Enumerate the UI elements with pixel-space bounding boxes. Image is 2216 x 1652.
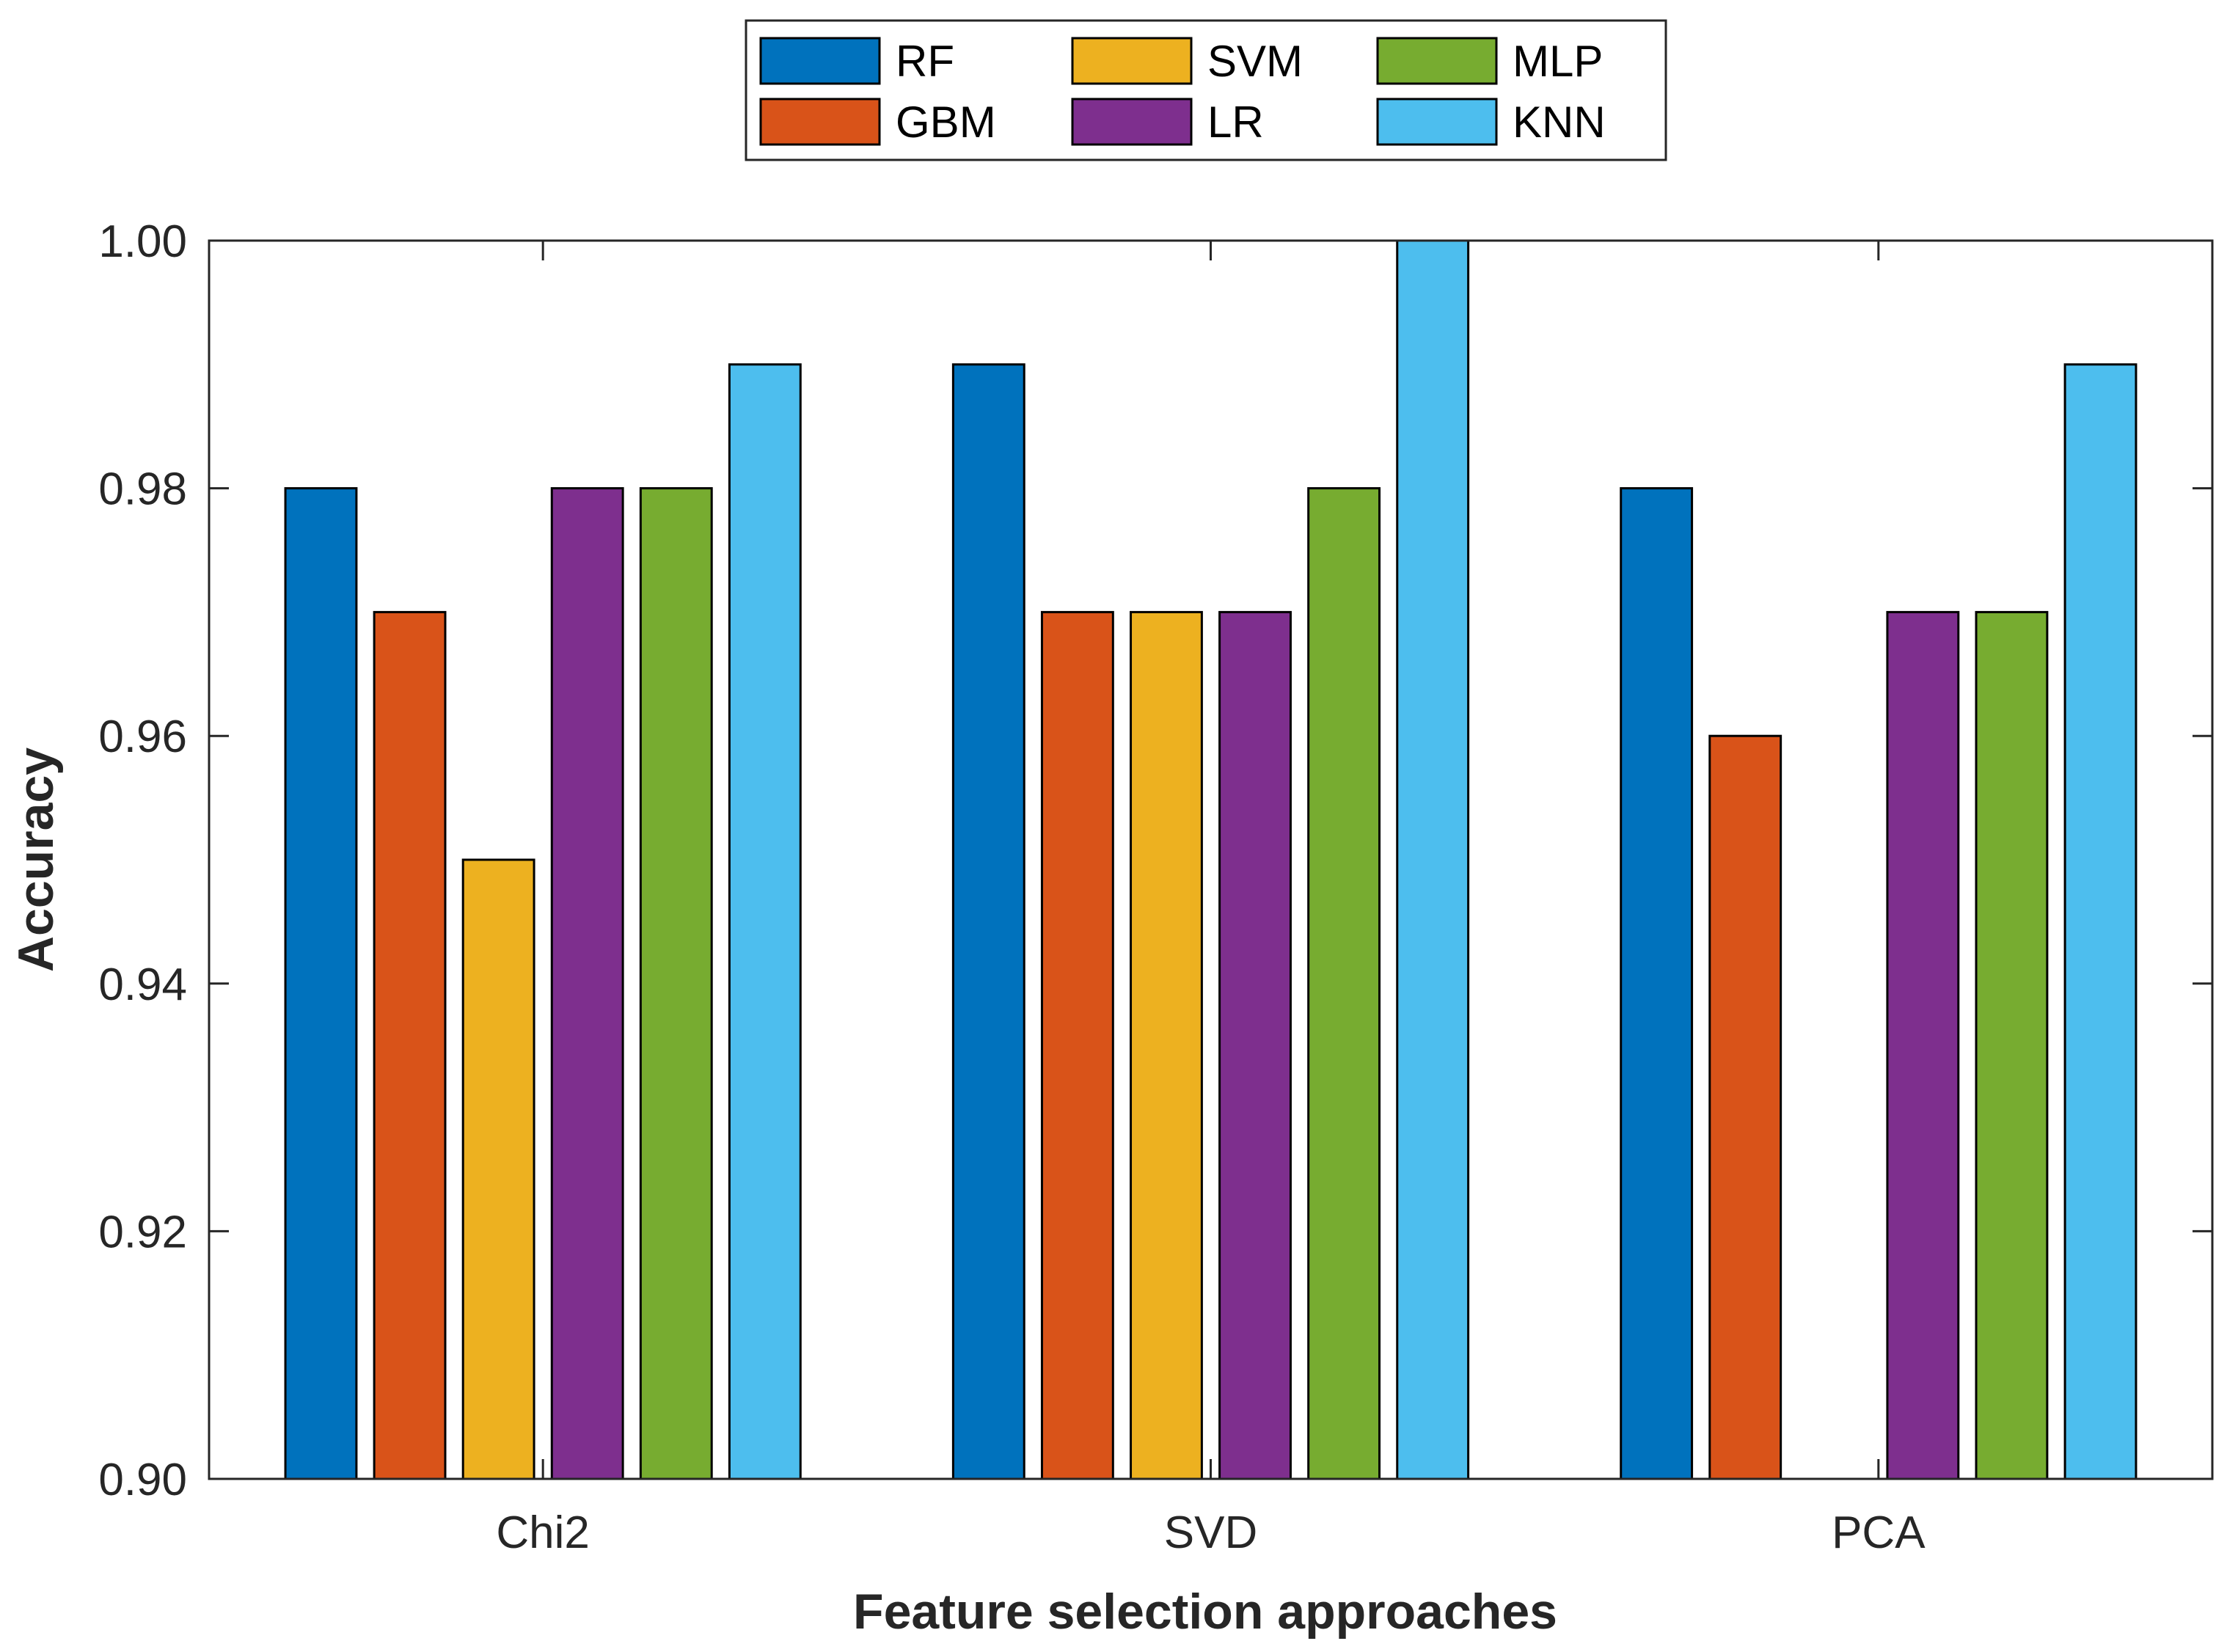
bar-gbm-pca [1708, 734, 1782, 1480]
y-axis-ticks: 0.90 0.92 0.94 0.96 0.98 1.00 [98, 216, 2212, 1505]
bar-rf-svd [951, 363, 1025, 1480]
legend-label-knn: KNN [1513, 98, 1606, 147]
plot-area [209, 241, 2212, 1479]
y-axis-title: Accuracy [8, 748, 64, 972]
bar-svm-chi2 [461, 858, 535, 1480]
bar-knn-pca [2063, 363, 2138, 1480]
bar-lr-svd [1218, 610, 1292, 1480]
y-tick-label: 0.98 [98, 464, 187, 515]
y-tick-label: 0.96 [98, 712, 187, 762]
legend-label-svm: SVM [1207, 37, 1303, 86]
bar-knn-chi2 [728, 363, 802, 1480]
bar-svm-svd [1130, 610, 1203, 1480]
legend-swatch-gbm [759, 98, 881, 146]
bar-gbm-svd [1040, 610, 1114, 1480]
x-tick-label-pca: PCA [1832, 1507, 1926, 1558]
bar-rf-chi2 [284, 487, 358, 1480]
x-tick-label-svd: SVD [1164, 1507, 1257, 1558]
bar-lr-chi2 [550, 487, 624, 1480]
legend-box [745, 19, 1667, 161]
bar-mlp-chi2 [639, 487, 713, 1480]
legend-label-rf: RF [896, 37, 954, 86]
legend-label-mlp: MLP [1513, 37, 1603, 86]
x-axis-title: Feature selection approaches [853, 1584, 1557, 1640]
y-tick-label: 0.92 [98, 1207, 187, 1257]
bar-knn-svd [1396, 239, 1470, 1480]
y-tick-label: 0.94 [98, 960, 187, 1010]
y-tick-label: 0.90 [98, 1455, 187, 1505]
legend-label-gbm: GBM [896, 98, 996, 147]
x-tick-label-chi2: Chi2 [496, 1507, 590, 1558]
bar-mlp-pca [1975, 610, 2049, 1480]
legend: RF GBM SVM LR MLP KNN [745, 19, 1667, 161]
bar-lr-pca [1886, 610, 1960, 1480]
bar-mlp-svd [1307, 487, 1381, 1480]
legend-swatch-mlp [1376, 37, 1498, 85]
bar-gbm-chi2 [373, 610, 447, 1480]
legend-swatch-lr [1071, 98, 1193, 146]
legend-label-lr: LR [1207, 98, 1264, 147]
legend-swatch-rf [759, 37, 881, 85]
bar-rf-pca [1620, 487, 1694, 1480]
y-tick-label: 1.00 [98, 216, 187, 267]
legend-swatch-svm [1071, 37, 1193, 85]
legend-swatch-knn [1376, 98, 1498, 146]
bars [284, 239, 2138, 1480]
x-axis-ticks: Chi2 SVD PCA [496, 241, 1926, 1558]
